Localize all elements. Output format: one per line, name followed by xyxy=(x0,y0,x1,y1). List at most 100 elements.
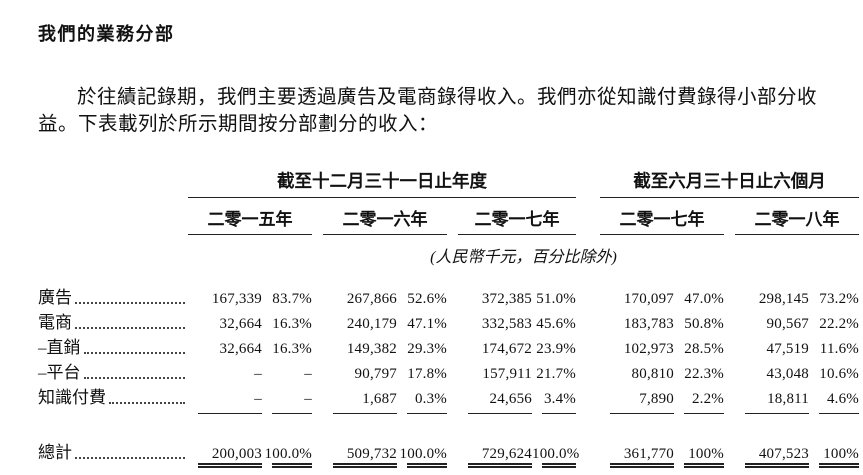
cell-amount: 157,911 xyxy=(482,366,532,382)
cell-amount: 1,687 xyxy=(362,391,397,407)
year-header-2017-interim: 二零一七年 xyxy=(600,197,724,235)
intro-line-1: 於往績記錄期，我們主要透過廣告及電商錄得收入。我們亦從知識付費錄得小部分收 xyxy=(77,87,818,108)
cell-percent: 100% xyxy=(688,446,724,462)
rule-cell xyxy=(262,408,312,420)
rule-cell xyxy=(735,408,809,420)
column-gap xyxy=(576,283,600,308)
rule-cell xyxy=(674,408,724,420)
column-spacer xyxy=(312,383,323,408)
rule-cell xyxy=(323,463,397,475)
column-gap xyxy=(576,308,600,333)
cell-amount: 90,797 xyxy=(354,366,397,382)
single-rule-row xyxy=(38,408,859,420)
cell-amount: 200,003 xyxy=(211,446,262,462)
empty-cell xyxy=(38,168,188,198)
column-spacer xyxy=(312,463,323,475)
column-gap xyxy=(576,463,600,475)
empty-cell xyxy=(38,463,188,475)
table-row-platform: –平台 – – 90,797 17.8% 157,911 21.7% 80,81… xyxy=(38,358,859,383)
column-spacer xyxy=(724,463,735,475)
cell-percent: 16.3% xyxy=(272,316,312,332)
vertical-spacer xyxy=(38,420,859,438)
column-gap xyxy=(576,333,600,358)
column-spacer xyxy=(447,308,458,333)
cell-amount: – xyxy=(254,366,262,382)
cell-percent: 73.2% xyxy=(819,291,859,307)
cell-amount: 332,583 xyxy=(481,316,532,332)
column-spacer xyxy=(447,333,458,358)
revenue-segment-table: 截至十二月三十一日止年度 截至六月三十日止六個月 二零一五年 二零一六年 二零一… xyxy=(38,168,859,475)
column-gap xyxy=(576,168,600,198)
column-spacer xyxy=(724,408,735,420)
rule-cell xyxy=(600,408,674,420)
cell-amount: 407,523 xyxy=(758,446,809,462)
cell-percent: – xyxy=(304,366,312,382)
dot-leader xyxy=(75,457,185,459)
column-spacer xyxy=(447,283,458,308)
cell-percent: 16.3% xyxy=(272,341,312,357)
cell-amount: 298,145 xyxy=(758,291,809,307)
dot-leader xyxy=(75,327,185,329)
dot-leader xyxy=(83,377,185,379)
group-header-interim: 截至六月三十日止六個月 xyxy=(600,168,859,198)
column-spacer xyxy=(724,333,735,358)
column-spacer xyxy=(312,358,323,383)
empty-cell xyxy=(38,198,188,235)
cell-amount: 183,783 xyxy=(623,316,674,332)
cell-percent: 10.6% xyxy=(819,366,859,382)
cell-amount: 361,770 xyxy=(623,446,674,462)
table-row-knowledge-payment: 知識付費 – – 1,687 0.3% 24,656 3.4% 7,890 2.… xyxy=(38,383,859,408)
cell-amount: 509,732 xyxy=(346,446,397,462)
row-label: –平台 xyxy=(38,363,81,382)
rule-cell xyxy=(323,408,397,420)
rule-cell xyxy=(674,463,724,475)
year-header-2015: 二零一五年 xyxy=(188,197,312,235)
row-label-cell: 總計 xyxy=(38,438,188,463)
cell-percent: 52.6% xyxy=(407,291,447,307)
column-spacer xyxy=(724,283,735,308)
column-gap xyxy=(576,438,600,463)
row-label-cell: –直銷 xyxy=(38,333,188,358)
cell-percent: 50.8% xyxy=(684,316,724,332)
column-spacer xyxy=(724,438,735,463)
column-spacer xyxy=(312,283,323,308)
cell-percent: 22.3% xyxy=(684,366,724,382)
rule-cell xyxy=(809,408,859,420)
cell-amount: 149,382 xyxy=(346,341,397,357)
group-header-row: 截至十二月三十一日止年度 截至六月三十日止六個月 xyxy=(38,168,859,198)
table-row-ecommerce: 電商 32,664 16.3% 240,179 47.1% 332,583 45… xyxy=(38,308,859,333)
cell-amount: 170,097 xyxy=(623,291,674,307)
column-gap xyxy=(576,198,600,235)
column-spacer xyxy=(724,308,735,333)
cell-amount: 240,179 xyxy=(346,316,397,332)
double-rule-row xyxy=(38,463,859,475)
column-spacer xyxy=(447,383,458,408)
dot-leader xyxy=(83,352,185,354)
column-spacer xyxy=(447,198,458,235)
rule-cell xyxy=(262,463,312,475)
cell-percent: 4.6% xyxy=(826,391,859,407)
year-header-2018-interim: 二零一八年 xyxy=(735,197,859,235)
table-row-total: 總計 200,003 100.0% 509,732 100.0% 729,624… xyxy=(38,438,859,463)
cell-amount: 80,810 xyxy=(631,366,674,382)
row-label-cell: 知識付費 xyxy=(38,383,188,408)
cell-percent: – xyxy=(304,391,312,407)
cell-percent: 47.0% xyxy=(684,291,724,307)
column-gap xyxy=(576,383,600,408)
year-header-2016: 二零一六年 xyxy=(323,197,447,235)
cell-amount: 729,624 xyxy=(481,446,532,462)
row-label: 電商 xyxy=(38,313,72,332)
rule-cell xyxy=(809,463,859,475)
cell-percent: 100.0% xyxy=(532,446,580,462)
column-spacer xyxy=(724,358,735,383)
row-label-cell: 廣告 xyxy=(38,283,188,308)
row-label: 知識付費 xyxy=(38,388,106,407)
unit-note-row: (人民幣千元，百分比除外) xyxy=(38,235,859,268)
rule-cell xyxy=(397,408,447,420)
year-header-2017: 二零一七年 xyxy=(458,197,576,235)
column-gap xyxy=(576,408,600,420)
cell-amount: 47,519 xyxy=(766,341,809,357)
cell-amount: 32,664 xyxy=(219,316,262,332)
cell-percent: 28.5% xyxy=(684,341,724,357)
